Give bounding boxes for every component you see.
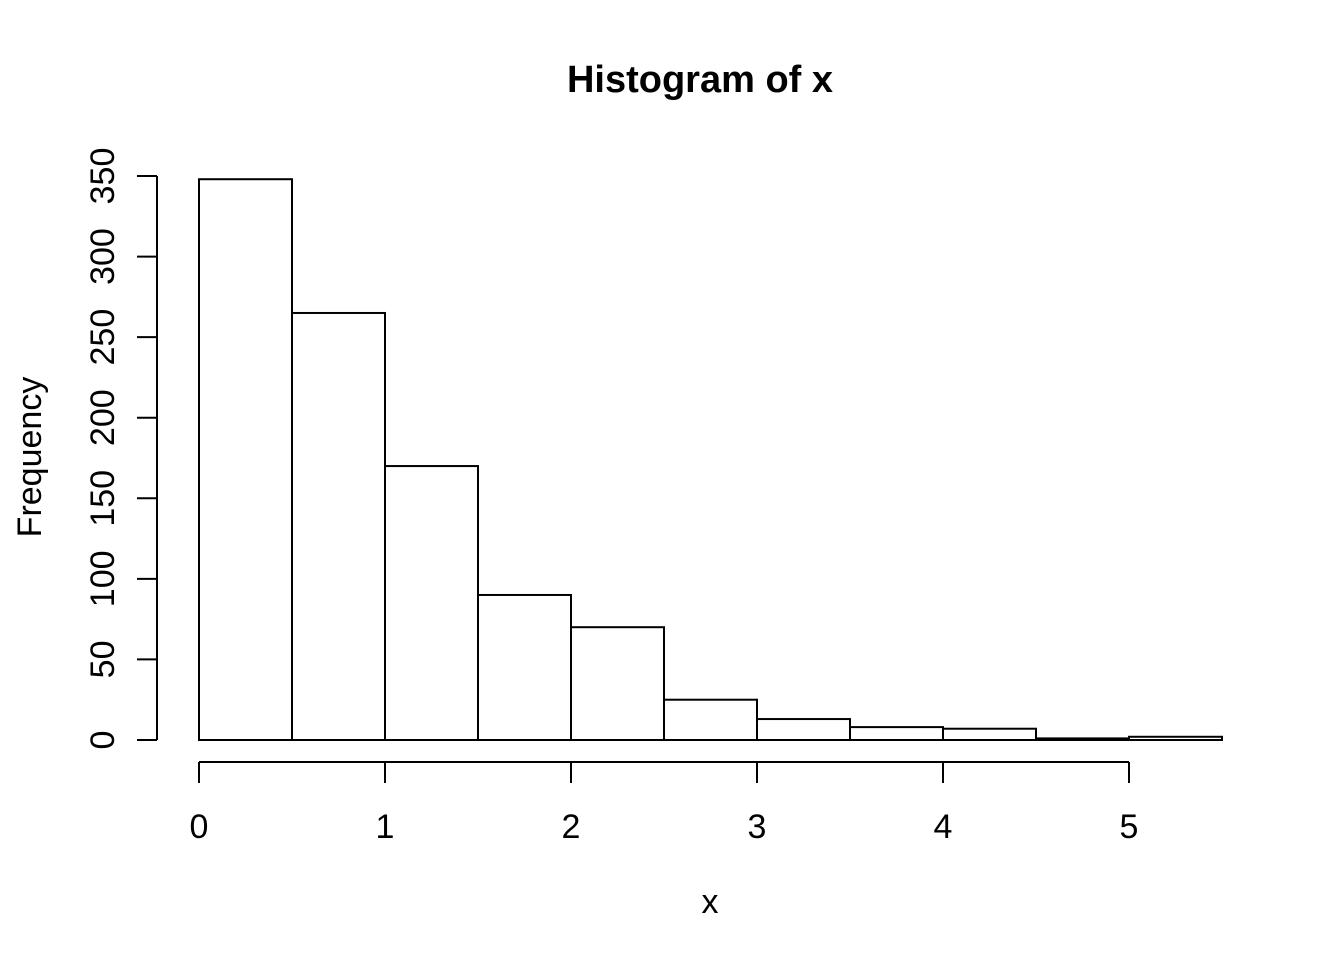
histogram-bar xyxy=(291,311,386,741)
chart-title: Histogram of x xyxy=(566,59,834,101)
histogram-bar xyxy=(663,698,758,742)
histogram-bar xyxy=(942,727,1037,741)
x-tick-label: 0 xyxy=(190,808,209,846)
y-tick-label: 200 xyxy=(84,389,122,446)
x-tick-label: 1 xyxy=(376,808,395,846)
x-tick-label: 4 xyxy=(934,808,953,846)
histogram-bar xyxy=(1128,735,1223,742)
histogram-bar xyxy=(477,593,572,741)
histogram-bar xyxy=(384,465,479,741)
histogram-bar xyxy=(756,718,851,742)
y-axis-label: Frequency xyxy=(11,376,49,538)
y-tick-label: 150 xyxy=(84,470,122,527)
histogram-bar xyxy=(570,626,665,742)
y-tick-label: 0 xyxy=(84,731,122,750)
x-tick-label: 3 xyxy=(748,808,767,846)
histogram-bar xyxy=(1035,737,1130,741)
histogram-bar xyxy=(849,726,944,742)
y-tick-label: 250 xyxy=(84,309,122,366)
x-tick-label: 5 xyxy=(1120,808,1139,846)
x-tick-label: 2 xyxy=(562,808,581,846)
y-tick-label: 300 xyxy=(84,228,122,285)
y-tick-label: 50 xyxy=(84,641,122,679)
histogram-bar xyxy=(198,178,293,742)
y-tick-label: 350 xyxy=(84,148,122,205)
y-tick-label: 100 xyxy=(84,550,122,607)
x-axis-label: x xyxy=(701,883,719,921)
